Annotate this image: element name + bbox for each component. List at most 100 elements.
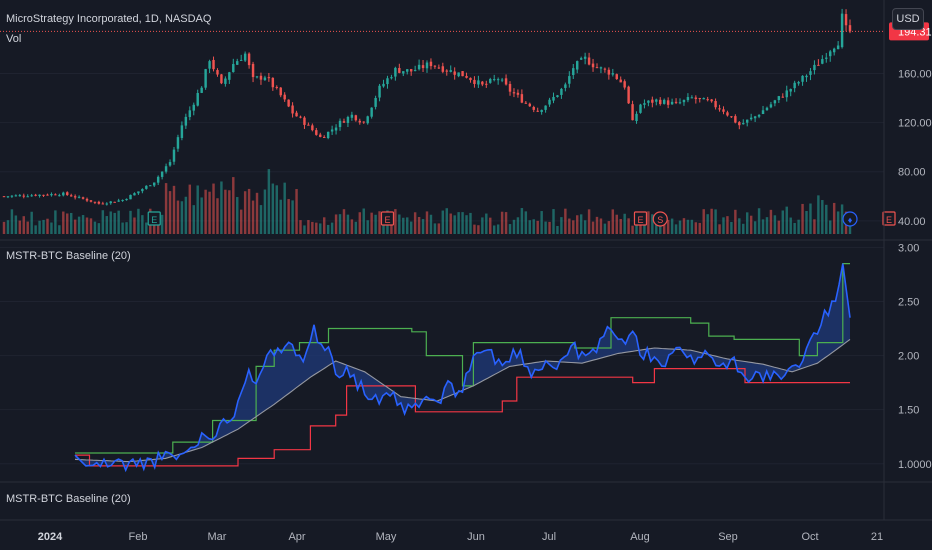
volume-bar (224, 189, 227, 234)
volume-bar (777, 220, 781, 234)
candle-body (267, 77, 271, 79)
volume-bar (259, 205, 263, 234)
candle-body (18, 195, 22, 197)
candle-body (730, 116, 733, 118)
candle-body (694, 97, 698, 100)
volume-bar (362, 208, 365, 234)
volume-bar (77, 216, 81, 234)
candle-body (192, 104, 195, 111)
volume-bar (319, 223, 322, 234)
candle-body (6, 196, 10, 198)
volume-bar (662, 218, 666, 234)
time-tick-label: Jul (542, 531, 556, 543)
candle-body (477, 80, 480, 85)
volume-bar (255, 192, 259, 234)
volume-bar (809, 203, 812, 234)
candle-body (623, 81, 626, 88)
candle-body (473, 79, 476, 84)
candle-body (765, 107, 769, 111)
candlesticks (2, 8, 852, 206)
candle-body (425, 62, 429, 69)
event-marker-shape (842, 211, 858, 227)
candle-body (445, 70, 448, 72)
candle-body (66, 192, 69, 195)
candle-body (26, 196, 29, 198)
volume-bar (295, 189, 298, 234)
volume-bar (374, 214, 377, 234)
volume-bar (615, 214, 618, 234)
candle-body (188, 110, 192, 118)
candle-body (825, 57, 828, 59)
volume-bar (164, 183, 168, 234)
candle-body (714, 101, 717, 108)
candle-body (58, 195, 61, 197)
volume-bar (322, 217, 326, 234)
volume-bar (540, 211, 543, 234)
volume-bar (409, 221, 413, 234)
volume-bar (520, 208, 524, 234)
time-axis[interactable]: 2024 Feb Mar Apr May Jun Jul Aug Sep Oct 21 (38, 531, 883, 543)
volume-bar (311, 221, 314, 234)
volume-bar (216, 198, 219, 234)
currency-button[interactable]: USD (892, 8, 924, 30)
candle-body (390, 77, 393, 79)
candle-body (591, 63, 595, 68)
candle-body (437, 67, 441, 69)
candle-body (287, 99, 290, 107)
candle-body (212, 59, 215, 70)
volume-bar (73, 219, 77, 234)
volume-bar (576, 215, 579, 234)
candle-body (109, 201, 112, 204)
volume-bar (121, 222, 124, 234)
candle-body (809, 71, 812, 75)
volume-bar (267, 169, 271, 234)
volume-bar (504, 212, 508, 234)
volume-bar (62, 211, 65, 234)
volume-bar (212, 183, 215, 234)
volume-bar (429, 214, 433, 234)
candle-body (73, 196, 77, 198)
candle-body (441, 66, 445, 72)
candle-body (374, 97, 377, 107)
candle-body (204, 69, 207, 88)
candle-body (283, 94, 286, 100)
candle-body (164, 166, 168, 172)
candle-body (255, 76, 259, 78)
candle-body (651, 99, 654, 103)
candle-body (14, 195, 18, 197)
volume-bar (133, 217, 136, 234)
volume-bar (647, 211, 650, 234)
candle-body (496, 79, 500, 81)
event-marker-label: ♦ (848, 215, 853, 225)
event-marker-shape (380, 211, 395, 226)
candle-body (789, 88, 792, 92)
candle-body (137, 191, 140, 194)
volume-bar (789, 217, 792, 234)
volume-bar (2, 221, 6, 234)
candle-body (682, 99, 686, 103)
candle-body (536, 110, 539, 112)
candle-body (30, 195, 33, 197)
volume-bar (611, 209, 615, 234)
volume-bar (85, 217, 89, 234)
volume-label[interactable]: Vol (6, 33, 21, 45)
event-marker: E (633, 211, 648, 226)
indicator-tick-label: 3.00 (898, 242, 919, 254)
candle-body (821, 59, 824, 64)
volume-bar (587, 209, 591, 234)
volume-bar (89, 218, 93, 234)
price-axis[interactable]: 40.00 80.00 120.00 160.00 1.0000 1.50 2.00 2.50… (898, 69, 932, 471)
volume-bar (188, 184, 192, 234)
candle-body (761, 110, 765, 115)
volume-bar (145, 222, 148, 234)
candle-body (556, 95, 559, 97)
indicator-title-lower[interactable]: MSTR-BTC Baseline (20) (6, 493, 131, 505)
event-markers: E E E S ♦ E (147, 211, 896, 227)
volume-bar (433, 223, 437, 234)
event-marker: E (147, 211, 161, 226)
volume-bar (413, 212, 417, 234)
volume-bar (734, 209, 737, 234)
indicator-title[interactable]: MSTR-BTC Baseline (20) (6, 250, 131, 262)
symbol-title[interactable]: MicroStrategy Incorporated, 1D, NASDAQ (6, 13, 212, 25)
